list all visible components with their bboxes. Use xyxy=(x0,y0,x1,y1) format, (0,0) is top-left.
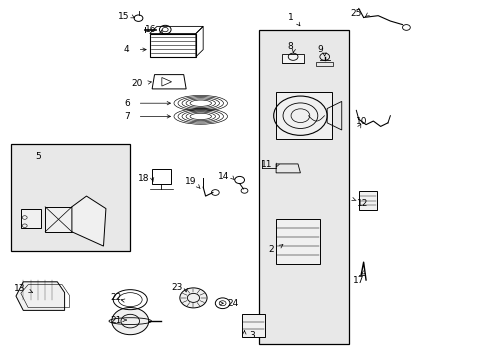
Text: 17: 17 xyxy=(352,275,364,284)
Polygon shape xyxy=(72,196,106,246)
Bar xyxy=(276,93,331,139)
Text: 3: 3 xyxy=(249,331,255,340)
Text: 23: 23 xyxy=(171,283,183,292)
Text: 16: 16 xyxy=(145,26,157,35)
Text: 9: 9 xyxy=(316,45,322,54)
Text: 20: 20 xyxy=(132,79,143,88)
Text: 25: 25 xyxy=(350,9,361,18)
Bar xyxy=(11,144,130,251)
Bar xyxy=(259,30,348,344)
Text: 15: 15 xyxy=(118,12,129,21)
Bar xyxy=(315,62,333,66)
Text: 5: 5 xyxy=(35,152,41,161)
Text: 21: 21 xyxy=(110,315,121,324)
Text: 14: 14 xyxy=(218,172,229,181)
Bar xyxy=(358,191,376,210)
Bar xyxy=(282,54,303,63)
Bar xyxy=(242,314,265,337)
Text: 1: 1 xyxy=(287,13,293,22)
Bar xyxy=(149,33,196,57)
Text: 19: 19 xyxy=(185,177,196,186)
Circle shape xyxy=(180,288,206,308)
Bar xyxy=(45,207,72,232)
Text: 6: 6 xyxy=(123,99,129,108)
Text: 7: 7 xyxy=(123,112,129,121)
Text: 18: 18 xyxy=(137,174,149,183)
Circle shape xyxy=(112,307,148,335)
Text: 10: 10 xyxy=(356,117,367,126)
Text: 4: 4 xyxy=(124,45,129,54)
Text: 22: 22 xyxy=(110,293,121,302)
Bar xyxy=(21,208,41,228)
Bar xyxy=(152,169,170,184)
Polygon shape xyxy=(16,282,64,310)
Bar xyxy=(276,219,319,264)
Text: 11: 11 xyxy=(260,160,272,169)
Text: 24: 24 xyxy=(227,299,238,308)
Text: 2: 2 xyxy=(268,245,273,254)
Text: 8: 8 xyxy=(287,41,293,50)
Text: 13: 13 xyxy=(14,284,25,293)
Text: 12: 12 xyxy=(356,199,367,208)
